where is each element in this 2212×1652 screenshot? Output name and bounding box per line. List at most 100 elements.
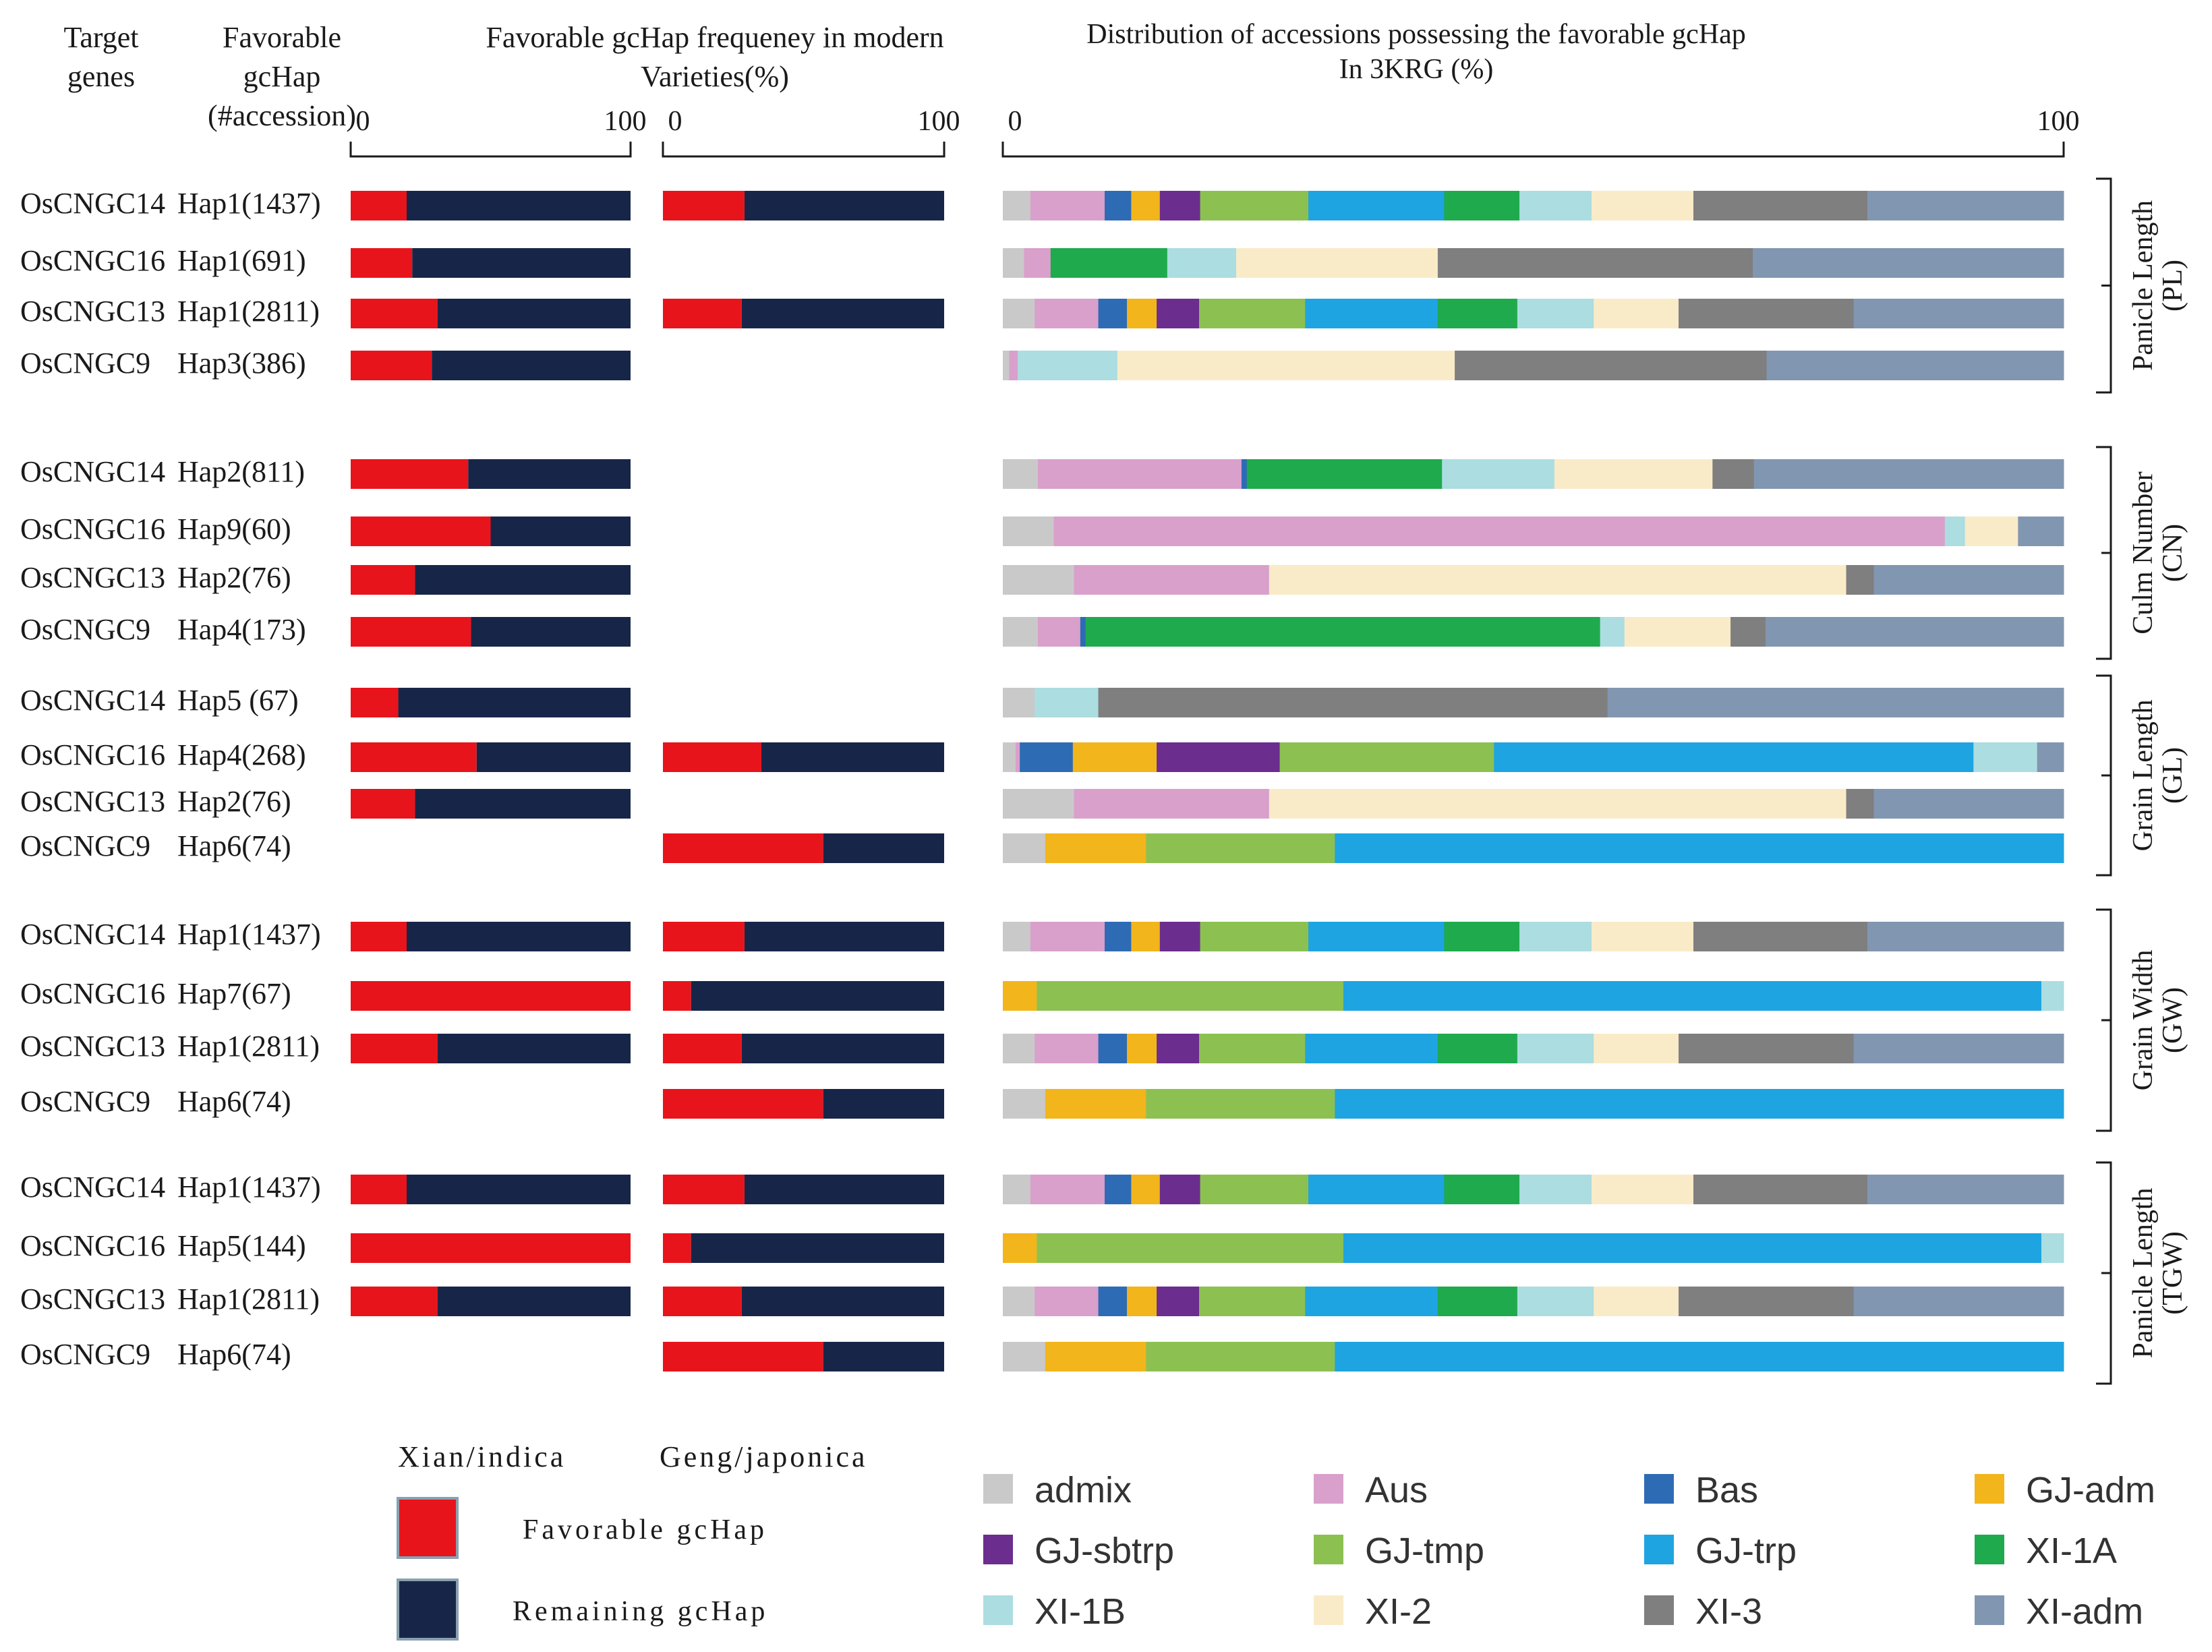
distribution-segment-bas xyxy=(1105,1175,1132,1204)
trait-bracket xyxy=(2096,1161,2112,1385)
legend-item-label: XI-adm xyxy=(2026,1591,2143,1632)
geng-favorable-bar xyxy=(663,1342,823,1371)
trait-name: Panicle Length xyxy=(2128,1187,2159,1358)
distribution-segment-xi-3 xyxy=(1098,688,1608,717)
geng-remaining-bar xyxy=(691,981,944,1011)
distribution-segment-aus xyxy=(1035,299,1099,328)
hap-label: Hap4(173) xyxy=(177,613,306,646)
hap-label: Hap2(76) xyxy=(177,785,291,818)
trait-label: Grain Width(GW) xyxy=(2128,950,2188,1091)
distribution-segment-xi-adm xyxy=(1853,1287,2064,1316)
distribution-segment-gj-adm xyxy=(1131,1175,1161,1204)
distribution-segment-gj-tmp xyxy=(1200,191,1309,220)
table-row: OsCNGC16 Hap7(67) xyxy=(20,977,2064,1011)
distribution-segment-gj-trp xyxy=(1335,833,2064,863)
gene-label: OsCNGC16 xyxy=(20,244,165,277)
trait-bracket xyxy=(2096,674,2112,877)
distribution-segment-xi-adm xyxy=(1853,299,2064,328)
distribution-segment-xi-2 xyxy=(1594,1034,1679,1063)
distribution-segment-gj-adm xyxy=(1127,1287,1157,1316)
xian-remaining-bar xyxy=(468,459,631,489)
axis-tick-label: 100 xyxy=(918,106,960,137)
xian-favorable-bar xyxy=(351,459,469,489)
distribution-segment-xi-1b xyxy=(1517,1034,1594,1063)
distribution-segment-aus xyxy=(1037,459,1242,489)
table-row: OsCNGC9 Hap4(173) xyxy=(20,613,2064,647)
table-row: OsCNGC14 Hap1(1437) xyxy=(20,1171,2064,1204)
xian-remaining-bar xyxy=(490,517,631,546)
table-row: OsCNGC13 Hap1(2811) xyxy=(20,1282,2064,1316)
distribution-segment-gj-adm xyxy=(1131,191,1161,220)
legend-swatch xyxy=(1975,1474,2004,1504)
trait-bracket xyxy=(2096,446,2112,660)
header-frequency: Varieties(%) xyxy=(641,60,789,93)
distribution-segment-xi-1a xyxy=(1085,617,1601,647)
distribution-segment-admix xyxy=(1003,1342,1046,1371)
table-row: OsCNGC16 Hap5(144) xyxy=(20,1229,2064,1263)
xian-favorable-bar xyxy=(351,1233,631,1263)
table-row: OsCNGC9 Hap6(74) xyxy=(20,1085,2064,1119)
trait-label: Grain Length(GL) xyxy=(2128,699,2188,851)
gene-label: OsCNGC13 xyxy=(20,1030,165,1063)
trait-name: Panicle Length xyxy=(2128,200,2159,371)
legend-swatch xyxy=(1644,1535,1674,1564)
xian-remaining-bar xyxy=(415,789,631,819)
geng-remaining-bar xyxy=(823,1342,944,1371)
distribution-segment-gj-sbtrp xyxy=(1159,1175,1201,1204)
distribution-segment-bas xyxy=(1105,191,1132,220)
geng-favorable-bar xyxy=(663,1089,823,1119)
distribution-segment-xi-adm xyxy=(1753,459,2064,489)
table-row: OsCNGC14 Hap1(1437) xyxy=(20,187,2064,220)
distribution-segment-admix xyxy=(1003,789,1074,819)
xian-favorable-bar xyxy=(351,1175,407,1204)
distribution-segment-xi-adm xyxy=(1753,248,2064,278)
table-row: OsCNGC9 Hap6(74) xyxy=(20,1338,2064,1371)
gene-label: OsCNGC14 xyxy=(20,918,165,951)
gene-label: OsCNGC9 xyxy=(20,1085,150,1118)
distribution-segment-gj-tmp xyxy=(1199,299,1306,328)
column-headers: Target genes Favorable gcHap (#accession) Fav… xyxy=(64,19,1746,132)
xian-favorable-bar xyxy=(351,565,415,595)
distribution-segment-xi-1b xyxy=(2041,1233,2064,1263)
geng-remaining-bar xyxy=(761,742,944,772)
distribution-segment-xi-2 xyxy=(1594,299,1679,328)
xian-favorable-bar xyxy=(351,299,438,328)
geng-remaining-bar xyxy=(823,833,944,863)
hap-label: Hap2(76) xyxy=(177,561,291,594)
geng-favorable-bar xyxy=(663,1287,742,1316)
gene-label: OsCNGC16 xyxy=(20,512,165,545)
xian-favorable-bar xyxy=(351,981,631,1011)
legend-item-label: XI-1A xyxy=(2026,1531,2117,1571)
distribution-segment-xi-3 xyxy=(1693,922,1868,951)
distribution-segment-gj-adm xyxy=(1045,1089,1146,1119)
distribution-segment-admix xyxy=(1003,517,1055,546)
legend-swatch xyxy=(1314,1595,1343,1625)
xian-favorable-bar xyxy=(351,191,407,220)
distribution-segment-gj-trp xyxy=(1305,1034,1438,1063)
distribution-segment-xi-3 xyxy=(1693,191,1868,220)
distribution-segment-xi-2 xyxy=(1592,1175,1694,1204)
trait-name: Culm Number xyxy=(2128,471,2159,634)
distribution-segment-admix xyxy=(1003,1287,1035,1316)
distribution-segment-gj-trp xyxy=(1335,1342,2064,1371)
distribution-segment-xi-1b xyxy=(1442,459,1555,489)
table-row: OsCNGC13 Hap1(2811) xyxy=(20,1030,2064,1063)
header-distribution: In 3KRG (%) xyxy=(1339,54,1494,85)
geng-remaining-bar xyxy=(823,1089,944,1119)
table-row: OsCNGC16 Hap1(691) xyxy=(20,244,2064,278)
trait-label: Panicle Length(PL) xyxy=(2128,200,2188,371)
legend-remaining-label: Remaining gcHap xyxy=(513,1596,768,1627)
xian-remaining-bar xyxy=(476,742,631,772)
legend-favorable-swatch xyxy=(397,1497,459,1559)
distribution-segment-gj-sbtrp xyxy=(1157,1287,1200,1316)
geng-remaining-bar xyxy=(741,299,944,328)
header-frequency: Favorable gcHap frequeney in modern xyxy=(486,21,943,54)
header-favorable-gchap: Favorable xyxy=(223,21,341,54)
hap-label: Hap6(74) xyxy=(177,1085,291,1118)
distribution-segment-admix xyxy=(1003,742,1016,772)
distribution-segment-aus xyxy=(1037,617,1081,647)
distribution-segment-gj-tmp xyxy=(1146,1342,1335,1371)
distribution-segment-xi-adm xyxy=(2018,517,2064,546)
distribution-segment-aus xyxy=(1030,922,1105,951)
